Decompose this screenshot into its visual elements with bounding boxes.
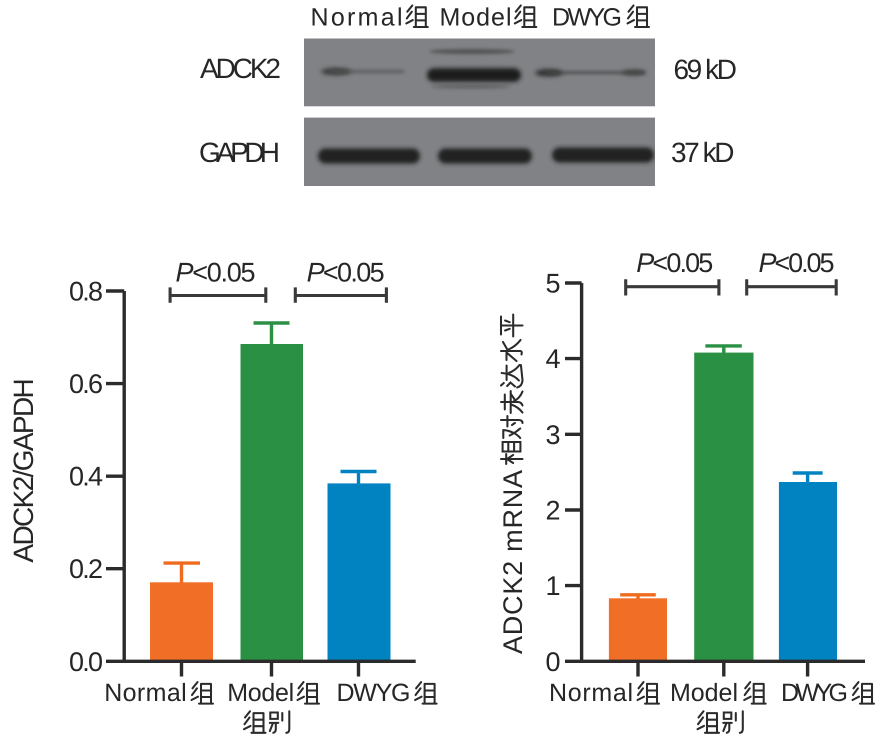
svg-text:69 kD: 69 kD [674,54,738,85]
svg-text:GAPDH: GAPDH [199,137,280,168]
svg-text:0.4: 0.4 [69,462,103,492]
svg-text:ADCK2/GAPDH: ADCK2/GAPDH [8,378,39,562]
svg-text:DWYG: DWYG [781,679,848,707]
svg-text:0.6: 0.6 [69,369,103,399]
svg-text:ADCK2: ADCK2 [200,53,281,84]
svg-text:0.2: 0.2 [69,554,103,584]
svg-text:3: 3 [545,420,560,450]
svg-text:5: 5 [545,269,560,299]
svg-text:DWYG: DWYG [337,679,411,707]
svg-text:37 kD: 37 kD [671,137,735,168]
svg-text:Model: Model [227,679,294,707]
svg-text:1: 1 [545,571,560,601]
svg-text:Normal: Normal [104,679,187,707]
svg-text:DWYG: DWYG [552,3,622,31]
svg-text:P<0.05: P<0.05 [176,258,256,288]
svg-text:Model: Model [670,679,738,707]
svg-text:0.0: 0.0 [69,647,103,677]
svg-text:Normal: Normal [549,679,633,707]
svg-text:ADCK2 mRNA: ADCK2 mRNA [498,470,528,654]
svg-text:P<0.05: P<0.05 [759,248,835,278]
svg-text:P<0.05: P<0.05 [636,248,713,278]
svg-text:Model: Model [440,3,512,31]
svg-text:0.8: 0.8 [69,277,103,307]
svg-text:2: 2 [545,496,560,526]
svg-text:P<0.05: P<0.05 [307,258,385,288]
svg-text:4: 4 [545,344,560,374]
svg-text:0: 0 [545,647,560,677]
